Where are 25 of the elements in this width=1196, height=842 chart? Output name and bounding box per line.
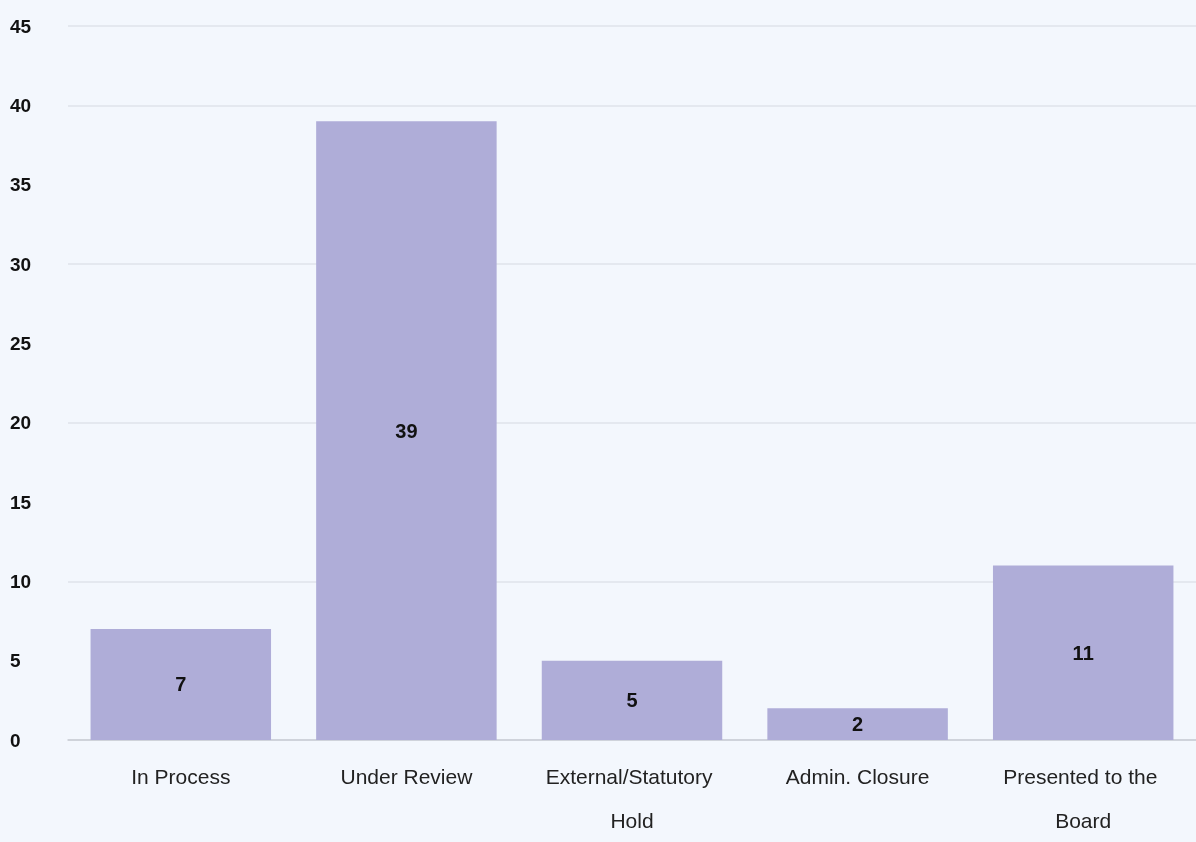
y-tick-label: 10	[10, 570, 32, 592]
data-label: 39	[395, 419, 418, 442]
x-tick-label: Presented to the Board	[1003, 764, 1164, 832]
x-tick-label: Admin. Closure	[785, 764, 930, 788]
data-label: 2	[852, 713, 864, 736]
y-tick-label: 0	[10, 729, 21, 751]
data-label: 5	[626, 689, 638, 712]
y-tick-label: 40	[10, 94, 32, 116]
y-tick-label: 30	[10, 253, 32, 275]
y-tick-label: 25	[10, 332, 32, 354]
bar	[767, 708, 948, 740]
data-label: 11	[1072, 641, 1094, 664]
y-tick-label: 5	[10, 650, 21, 672]
bar	[992, 565, 1174, 740]
y-tick-label: 45	[10, 15, 32, 37]
data-label: 7	[175, 673, 187, 696]
x-tick-label: Under Review	[340, 764, 474, 788]
bar	[316, 121, 497, 740]
bar	[90, 628, 272, 740]
x-tick-label: In Process	[131, 764, 231, 788]
bar	[541, 660, 723, 740]
y-tick-label: 15	[10, 491, 32, 513]
x-tick-label: External/Statutory Hold	[545, 764, 719, 832]
y-tick-label: 35	[10, 174, 32, 196]
y-tick-label: 20	[10, 412, 32, 434]
